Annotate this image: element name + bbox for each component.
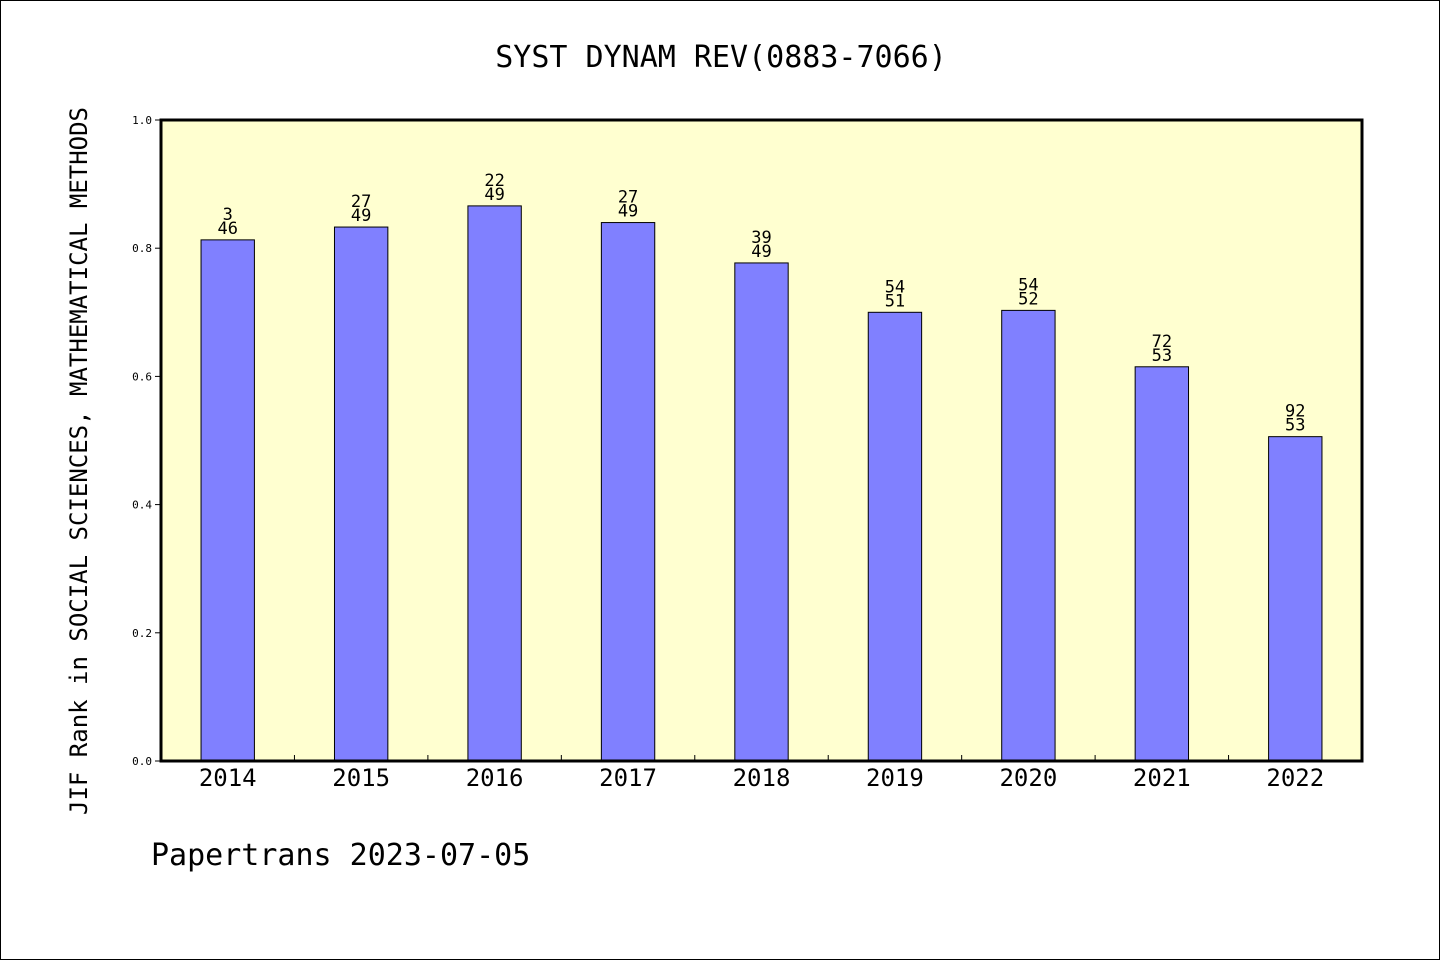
y-tick-label: 0.0 (132, 755, 152, 768)
bar-label-rank: 27 (618, 188, 638, 208)
bar-2015 (333, 226, 389, 762)
y-tick-label: 0.6 (132, 370, 152, 383)
chart-title: SYST DYNAM REV(0883-7066) (495, 40, 947, 75)
x-tick-label: 2022 (1266, 764, 1324, 792)
y-axis-ticks: 0.0 0.2 0.4 0.6 0.8 1.0 (132, 114, 161, 768)
bar-label-total: 51 (885, 291, 905, 311)
bar-2017 (600, 222, 656, 762)
x-tick-label: 2016 (466, 764, 524, 792)
x-axis-ticks: 2014 2015 2016 2017 2018 2019 2020 2021 2022 (199, 755, 1324, 792)
bar-2018 (734, 262, 789, 762)
bar-label-rank: 27 (351, 192, 371, 212)
y-tick-label: 0.8 (132, 242, 152, 255)
bar-2014 (200, 239, 255, 762)
x-tick-label: 2018 (733, 764, 791, 792)
bar-label-rank: 3 (223, 205, 233, 225)
x-tick-label: 2021 (1133, 764, 1191, 792)
bar-label-rank: 22 (484, 171, 504, 191)
x-tick-label: 2019 (866, 764, 924, 792)
plot-border (159, 118, 1364, 763)
x-tick-label: 2017 (599, 764, 657, 792)
bar-label-rank: 54 (1018, 275, 1038, 295)
y-tick-label: 0.2 (132, 627, 152, 640)
footer-stamp: Papertrans 2023-07-05 (151, 838, 530, 873)
y-tick-label: 1.0 (132, 114, 152, 127)
bar-label-total: 53 (1152, 346, 1172, 366)
bar-label-total: 52 (1018, 289, 1038, 309)
bar-2019 (867, 311, 923, 762)
bar-label-total: 49 (751, 242, 771, 262)
bar-label-total: 46 (217, 219, 237, 239)
bar-label-total: 49 (618, 202, 638, 222)
bar-label-rank: 92 (1285, 402, 1305, 422)
bar-label-rank: 72 (1152, 332, 1172, 352)
bar-label-total: 49 (484, 185, 504, 205)
x-tick-label: 2015 (332, 764, 390, 792)
bar-2021 (1134, 366, 1190, 762)
y-tick-label: 0.4 (132, 499, 152, 512)
bar-2020 (1001, 309, 1056, 762)
bar-label-total: 49 (351, 206, 371, 226)
y-axis-label: JIF Rank in SOCIAL SCIENCES, MATHEMATICA… (65, 107, 93, 815)
bar-label-rank: 54 (885, 277, 905, 297)
bar-label-rank: 39 (751, 228, 771, 248)
bars-group (200, 205, 1323, 762)
x-tick-label: 2014 (199, 764, 257, 792)
x-tick-label: 2020 (999, 764, 1057, 792)
bar-2022 (1268, 436, 1323, 762)
bar-label-total: 53 (1285, 416, 1305, 436)
bar-2016 (467, 205, 522, 762)
